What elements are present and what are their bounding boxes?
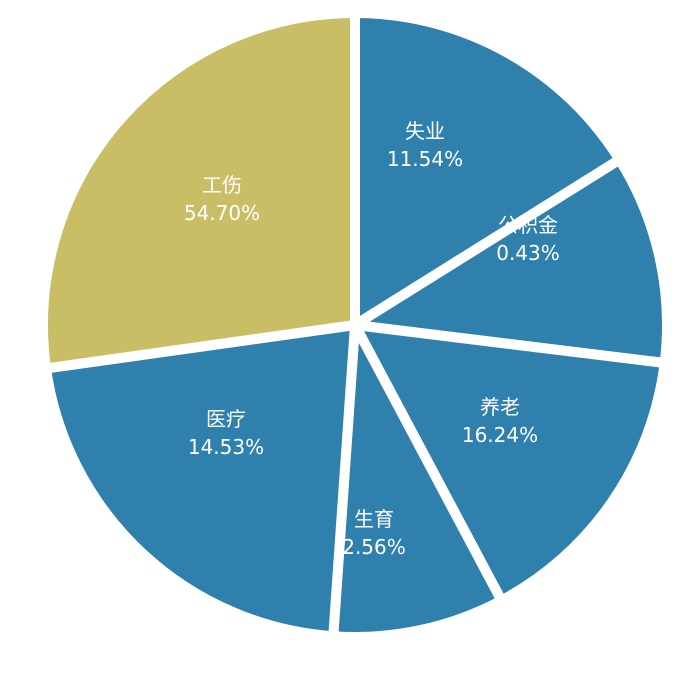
pie-slice-1 — [340, 152, 672, 369]
slice-name-label: 生育 — [354, 507, 394, 531]
slice-name-label: 养老 — [480, 395, 520, 419]
slice-name-label: 失业 — [405, 119, 445, 143]
slice-name-label: 公积金 — [498, 213, 558, 237]
pie-slice-5 — [38, 7, 360, 375]
slice-percent-label: 54.70% — [184, 201, 260, 225]
slice-name-label: 医疗 — [206, 407, 246, 431]
slice-name-label: 工伤 — [202, 173, 242, 197]
slice-percent-label: 16.24% — [462, 423, 538, 447]
slice-percent-label: 2.56% — [342, 535, 406, 559]
pie-slice-0 — [350, 7, 627, 335]
pie-slice-3 — [327, 307, 509, 642]
slice-percent-label: 14.53% — [188, 435, 264, 459]
slice-percent-label: 11.54% — [387, 147, 463, 171]
pie-slice-2 — [346, 318, 671, 608]
slice-percent-label: 0.43% — [496, 241, 560, 265]
pie-slice-4 — [40, 319, 361, 642]
